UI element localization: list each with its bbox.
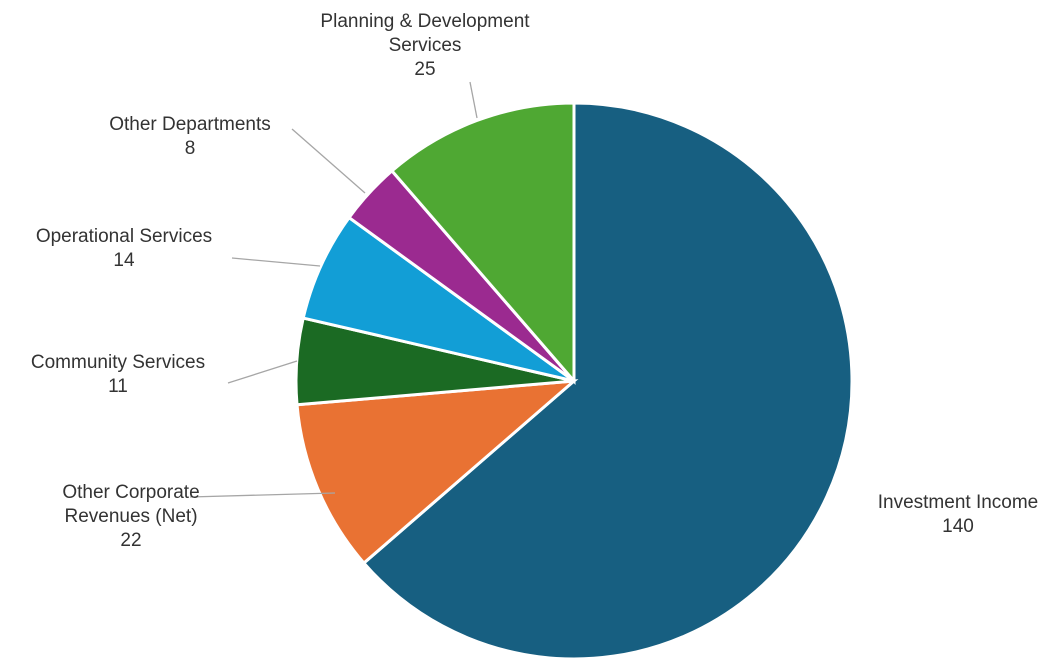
data-label-planning-and-development-services: Planning & Development Services 25 [320, 11, 530, 80]
pie-slice-planning-and-development-services [389, 101, 576, 386]
data-label-category: Community Services [31, 352, 205, 373]
data-label-category: Other Corporate [62, 482, 199, 503]
data-labels: Investment Income 140 Other Corporate Reven… [31, 11, 1038, 551]
pie-slice-other-corporate-revenues-net [295, 379, 579, 566]
leader-line-operational-services [231, 257, 321, 267]
data-label-other-departments: Other Departments 8 [109, 114, 271, 159]
leader-line-other-departments [291, 128, 366, 194]
pie-slice-investment-income [361, 101, 854, 658]
leader-line-planning-and-development-services [469, 81, 478, 119]
data-label-value: 11 [108, 376, 128, 397]
data-label-value: 22 [120, 530, 141, 551]
data-label-value: 25 [414, 59, 435, 80]
data-label-category: Other Departments [109, 114, 271, 135]
leader-lines [189, 81, 478, 498]
data-label-value: 8 [185, 138, 196, 159]
leader-line-community-services [227, 360, 298, 384]
data-label-value: 140 [942, 516, 974, 537]
data-label-category: Operational Services [36, 226, 212, 247]
data-label-investment-income: Investment Income 140 [878, 492, 1039, 537]
leader-line-other-corporate-revenues-net [189, 492, 336, 498]
data-label-other-corporate-revenues-net: Other Corporate Revenues (Net) 22 [62, 482, 199, 551]
data-label-value: 14 [113, 250, 135, 271]
data-label-category: Services [389, 35, 462, 56]
data-label-category: Planning & Development [320, 11, 530, 32]
data-label-category: Investment Income [878, 492, 1039, 513]
data-label-community-services: Community Services 11 [31, 352, 205, 397]
pie-slices [294, 101, 854, 658]
data-label-operational-services: Operational Services 14 [36, 226, 212, 271]
data-label-category: Revenues (Net) [64, 506, 197, 527]
